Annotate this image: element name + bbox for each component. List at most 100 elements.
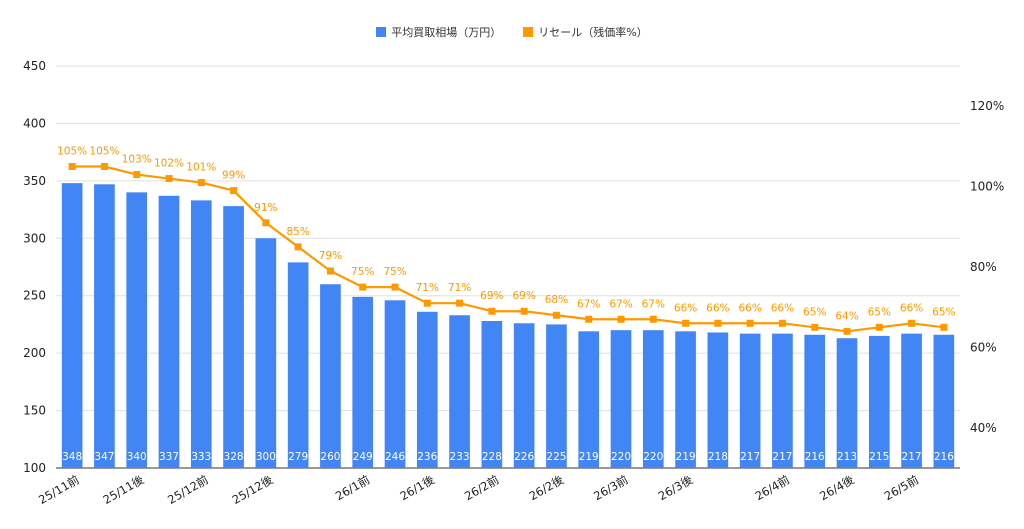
- resale-point-11: [423, 299, 431, 307]
- bar-2: [126, 192, 148, 469]
- bar-label-8: 260: [320, 451, 340, 463]
- resale-point-19: [682, 319, 690, 327]
- x-tick-17: 26/3前: [591, 472, 630, 503]
- resale-label-21: 66%: [738, 302, 761, 314]
- x-tick-26: 26/5前: [882, 472, 921, 503]
- bar-label-16: 219: [579, 451, 599, 463]
- resale-label-24: 64%: [835, 310, 858, 322]
- resale-point-6: [262, 219, 270, 227]
- resale-label-13: 69%: [480, 290, 503, 302]
- bar-label-13: 228: [482, 451, 502, 463]
- y-right-tick-120: 120%: [970, 99, 1004, 113]
- legend-item-resale: リセール（残価率%）: [523, 24, 648, 40]
- bar-label-0: 348: [62, 451, 82, 463]
- bar-15: [546, 324, 567, 468]
- resale-label-20: 66%: [706, 302, 729, 314]
- resale-point-18: [649, 315, 657, 323]
- bar-label-5: 328: [224, 451, 244, 463]
- bar-label-25: 215: [869, 451, 889, 463]
- resale-point-20: [714, 319, 722, 327]
- x-tick-24: 26/4後: [817, 472, 857, 503]
- bar-label-12: 233: [450, 451, 470, 463]
- resale-point-22: [778, 319, 786, 327]
- bar-4: [190, 200, 212, 468]
- resale-point-15: [552, 311, 560, 319]
- bar-14: [513, 323, 535, 468]
- bar-label-26: 217: [902, 451, 922, 463]
- resale-point-1: [100, 163, 108, 170]
- bar-27: [933, 334, 955, 468]
- y-left-tick-200: 200: [23, 346, 46, 360]
- y-left-tick-350: 350: [23, 174, 46, 188]
- bar-12: [449, 315, 470, 468]
- resale-label-4: 101%: [186, 162, 216, 174]
- resale-point-25: [875, 323, 883, 331]
- resale-label-15: 68%: [545, 294, 568, 306]
- resale-label-18: 67%: [642, 298, 665, 310]
- y-left-tick-450: 450: [23, 59, 46, 73]
- resale-label-3: 102%: [154, 158, 184, 170]
- bar-10: [384, 300, 406, 468]
- y-left-tick-100: 100: [23, 461, 46, 475]
- bar-label-1: 347: [94, 451, 114, 463]
- resale-label-26: 66%: [900, 302, 923, 314]
- bar-20: [707, 332, 729, 468]
- legend-label-resale: リセール（残価率%）: [538, 26, 648, 39]
- resale-label-17: 67%: [609, 298, 632, 310]
- resale-point-13: [488, 307, 496, 315]
- resale-point-26: [908, 319, 916, 327]
- bar-label-23: 216: [805, 451, 825, 463]
- resale-label-16: 67%: [577, 298, 600, 310]
- y-left-tick-400: 400: [23, 116, 46, 130]
- bar-0: [61, 183, 83, 468]
- bar-label-20: 218: [708, 451, 728, 463]
- x-tick-13: 26/2前: [462, 472, 501, 503]
- x-tick-22: 26/4前: [753, 472, 792, 503]
- resale-point-27: [940, 323, 948, 331]
- bar-label-21: 217: [740, 451, 760, 463]
- resale-point-24: [843, 327, 851, 335]
- bar-6: [255, 238, 277, 468]
- resale-label-2: 103%: [122, 154, 152, 166]
- bar-13: [481, 320, 503, 468]
- resale-label-27: 65%: [932, 306, 955, 318]
- resale-point-2: [133, 171, 141, 179]
- bar-26: [901, 333, 922, 468]
- x-tick-11: 26/1後: [397, 472, 437, 503]
- bar-label-27: 216: [934, 451, 954, 463]
- x-tick-0: 25/11前: [36, 472, 82, 506]
- resale-label-10: 75%: [383, 266, 406, 278]
- legend-swatch-resale: [523, 27, 534, 37]
- x-tick-6: 25/12後: [230, 472, 276, 507]
- bar-label-4: 333: [191, 451, 211, 463]
- resale-label-5: 99%: [222, 170, 245, 182]
- resale-label-12: 71%: [448, 282, 471, 294]
- resale-label-14: 69%: [512, 290, 535, 302]
- bar-25: [868, 335, 890, 468]
- resale-label-19: 66%: [674, 302, 697, 314]
- legend-label-price: 平均買取相場（万円）: [391, 26, 502, 39]
- x-tick-2: 25/11後: [101, 472, 147, 507]
- bar-17: [610, 330, 632, 468]
- y-left-tick-300: 300: [23, 231, 46, 245]
- legend-item-price: 平均買取相場（万円）: [376, 24, 501, 40]
- resale-label-8: 79%: [319, 250, 342, 262]
- bar-9: [352, 296, 374, 468]
- resale-point-23: [811, 323, 819, 331]
- y-left-tick-150: 150: [23, 404, 46, 418]
- resale-label-7: 85%: [286, 226, 309, 238]
- bar-label-2: 340: [127, 451, 147, 463]
- bar-label-18: 220: [643, 451, 663, 463]
- chart-legend: 平均買取相場（万円） リセール（残価率%）: [0, 24, 1024, 40]
- y-right-tick-60: 60%: [970, 340, 997, 354]
- bar-label-24: 213: [837, 451, 857, 463]
- bar-label-17: 220: [611, 451, 631, 463]
- bar-label-6: 300: [256, 451, 276, 463]
- bar-11: [416, 311, 438, 468]
- bar-22: [772, 333, 793, 468]
- bar-16: [578, 331, 600, 468]
- resale-point-7: [294, 243, 302, 251]
- bar-label-15: 225: [546, 451, 566, 463]
